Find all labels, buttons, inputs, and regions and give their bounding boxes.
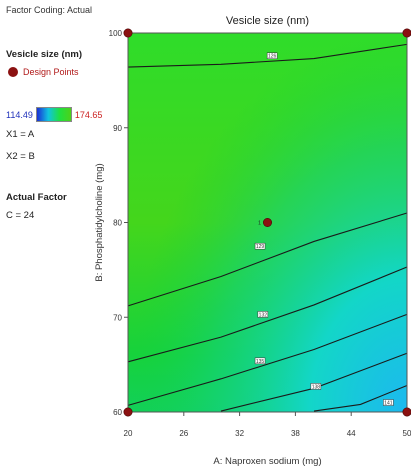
color-scale-bar [35, 107, 72, 122]
center-point-count: 1 [258, 221, 261, 227]
design-point-4 [402, 407, 411, 417]
design-points: 1 [123, 28, 411, 417]
y-axis-label: B: Phosphatidylcholine (mg) [94, 163, 105, 281]
color-scale: 114.49 174.65 [6, 107, 102, 122]
chart-title: Vesicle size (nm) [226, 15, 309, 27]
contour-label-box-1 [266, 52, 278, 59]
scale-min: 114.49 [6, 109, 33, 120]
response-title: Vesicle size (nm) [6, 49, 83, 60]
contour-line-3 [127, 266, 408, 363]
y-tick-label-80: 80 [113, 219, 122, 228]
contour-label-6: 141 [384, 401, 393, 407]
contour-label-box-5 [310, 383, 322, 390]
y-tick-label-60: 60 [113, 408, 122, 417]
factor-coding-label: Factor Coding: Actual [6, 5, 93, 15]
design-points-label: Design Points [23, 67, 79, 77]
contour-label-box-3 [257, 311, 269, 318]
x-tick-label-26: 26 [179, 429, 188, 438]
contour-line-2 [127, 212, 408, 307]
contour-label-box-4 [254, 357, 266, 365]
contour-label-3: 132 [259, 312, 268, 318]
x-tick-label-44: 44 [347, 429, 356, 438]
contour-label-5: 138 [312, 384, 321, 390]
y-tick-label-90: 90 [113, 124, 122, 133]
contour-line-6 [313, 384, 408, 412]
design-point-5 [262, 218, 272, 228]
contour-label-1: 126 [268, 54, 277, 60]
x-axis-label: A: Naproxen sodium (mg) [213, 456, 321, 467]
contour-label-box-2 [254, 242, 266, 250]
contour-line-4 [127, 313, 408, 406]
x1-definition: X1 = A [6, 129, 35, 140]
x-tick-label-38: 38 [291, 429, 300, 438]
legend-panel: Factor Coding: Actual Vesicle size (nm) … [0, 0, 125, 472]
x-tick-label-50: 50 [403, 429, 411, 438]
contour-label-box-6 [383, 399, 394, 406]
x-tick-label-32: 32 [235, 429, 244, 438]
actual-factor-value: C = 24 [6, 210, 35, 221]
design-point-2 [402, 28, 411, 38]
contour-line-1 [127, 43, 408, 68]
scale-max: 174.65 [74, 109, 103, 120]
actual-factor-title: Actual Factor [6, 192, 67, 203]
design-point-1 [123, 28, 133, 38]
design-point-marker-icon [8, 67, 18, 77]
design-point-3 [123, 407, 133, 417]
design-points-legend: Design Points [8, 67, 79, 77]
x-tick-label-20: 20 [124, 429, 133, 438]
y-tick-label-100: 100 [109, 29, 123, 38]
y-tick-label-70: 70 [113, 313, 122, 322]
contour-label-2: 129 [256, 244, 265, 250]
contour-lines: 126 129 132 135 138 141 [127, 43, 408, 412]
contour-label-4: 135 [256, 359, 265, 365]
x2-definition: X2 = B [6, 151, 35, 162]
